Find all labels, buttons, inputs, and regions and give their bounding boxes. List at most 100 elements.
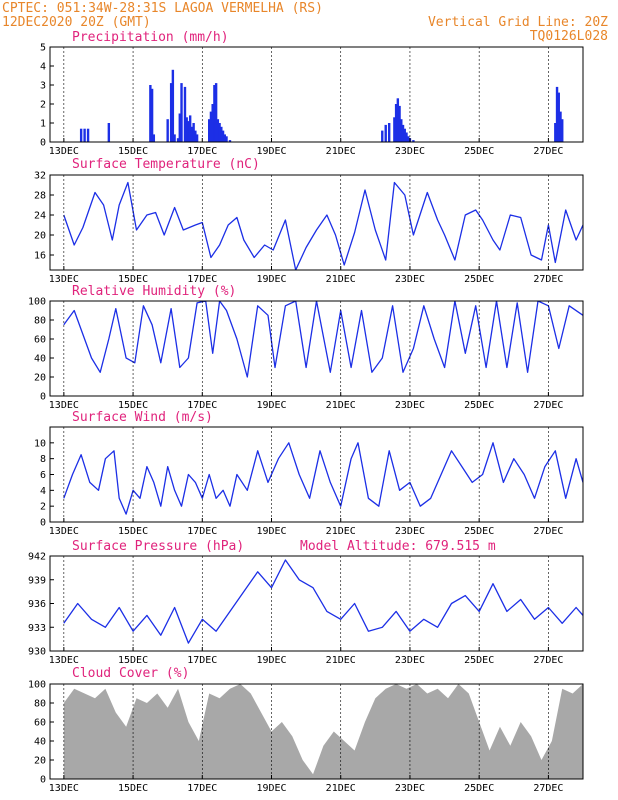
precip-bar	[223, 134, 226, 142]
header-model-code: TQ0126L028	[530, 29, 608, 44]
y-tick-label: 40	[34, 737, 46, 748]
panel-title: Relative Humidity (%)	[72, 284, 236, 299]
x-tick-label: 19DEC	[256, 146, 286, 157]
precip-bar	[169, 83, 173, 142]
data-layer	[63, 442, 583, 515]
x-tick-label: 17DEC	[187, 526, 217, 537]
precip-bar	[384, 124, 387, 142]
x-tick-label: 15DEC	[118, 146, 148, 157]
precip-bar	[398, 105, 401, 142]
x-tick-label: 15DEC	[118, 783, 148, 794]
x-tick-label: 15DEC	[118, 274, 148, 285]
precip-bar	[387, 123, 391, 142]
x-tick-label: 23DEC	[395, 146, 425, 157]
x-tick-label: 23DEC	[395, 400, 425, 411]
header-line1: CPTEC: 051:34W-28:31S LAGOA VERMELHA (RS…	[2, 1, 323, 16]
series-line	[63, 301, 583, 378]
precip-bar	[185, 117, 188, 142]
x-tick-label: 23DEC	[395, 274, 425, 285]
x-tick-label: 13DEC	[49, 783, 79, 794]
x-tick-label: 25DEC	[464, 655, 494, 666]
y-tick-label: 16	[34, 251, 46, 262]
data-layer	[63, 684, 583, 779]
x-tick-label: 27DEC	[533, 146, 563, 157]
panel-1: Precipitation (mm/h) 0 1 2 3 4 5 13DEC 15DEC 17DE…	[40, 30, 584, 157]
x-tick-label: 27DEC	[533, 783, 563, 794]
panel-frame	[49, 300, 584, 397]
precip-bar	[166, 119, 169, 142]
y-tick-label: 100	[28, 680, 46, 691]
precip-bar	[401, 124, 405, 142]
y-tick-label: 8	[40, 454, 46, 465]
panel-title: Precipitation (mm/h)	[72, 30, 229, 45]
x-tick-label: 19DEC	[256, 400, 286, 411]
x-tick-label: 19DEC	[256, 274, 286, 285]
precip-bar	[403, 128, 406, 142]
precip-bar	[561, 119, 564, 142]
panel-5: Surface Pressure (hPa) Model Altitude: 67…	[28, 539, 584, 666]
x-tick-label: 19DEC	[256, 783, 286, 794]
precip-bar	[171, 69, 175, 142]
x-tick-label: 23DEC	[395, 655, 425, 666]
y-tick-label: 2	[40, 502, 46, 513]
precip-bar	[192, 123, 195, 142]
y-tick-label: 2	[40, 100, 46, 111]
x-tick-label: 21DEC	[326, 526, 356, 537]
precip-bar	[559, 111, 562, 142]
y-tick-label: 40	[34, 354, 46, 365]
x-tick-label: 27DEC	[533, 655, 563, 666]
panel-title: Surface Wind (m/s)	[72, 410, 213, 425]
precip-bar	[557, 92, 560, 142]
y-tick-label: 24	[34, 211, 46, 222]
x-tick-label: 23DEC	[395, 783, 425, 794]
precip-bar	[150, 88, 154, 142]
precip-bar	[187, 121, 190, 142]
precip-bar	[221, 130, 225, 142]
precip-bar	[178, 113, 181, 142]
y-tick-label: 1	[40, 119, 46, 130]
precip-bar	[86, 128, 90, 142]
precip-bar	[220, 126, 223, 142]
y-tick-label: 936	[28, 599, 46, 610]
y-tick-label: 28	[34, 191, 46, 202]
precip-bar	[412, 140, 415, 142]
x-tick-label: 19DEC	[256, 526, 286, 537]
x-tick-label: 17DEC	[187, 274, 217, 285]
precip-bar	[152, 134, 156, 142]
y-tick-label: 6	[40, 470, 46, 481]
panel-title: Surface Pressure (hPa)	[72, 539, 244, 554]
series-line	[63, 181, 583, 270]
y-tick-label: 80	[34, 316, 46, 327]
precip-bar	[209, 111, 213, 142]
y-tick-label: 5	[40, 43, 46, 54]
precip-bar	[213, 85, 216, 142]
precip-bar	[83, 128, 86, 142]
precip-bar	[407, 136, 410, 142]
precip-bar	[183, 86, 187, 142]
precip-bar	[400, 119, 403, 142]
x-tick-label: 21DEC	[326, 783, 356, 794]
panel-title: Surface Temperature (nC)	[72, 157, 260, 172]
x-tick-label: 25DEC	[464, 783, 494, 794]
panel-frame	[49, 174, 584, 271]
precip-bar	[211, 104, 214, 142]
y-tick-label: 3	[40, 81, 46, 92]
y-tick-label: 100	[28, 297, 46, 308]
header-grid-note: Vertical Grid Line: 20Z	[428, 15, 608, 30]
precip-bar	[79, 128, 83, 142]
precip-bar	[555, 86, 559, 142]
cloud-area	[63, 684, 583, 779]
x-tick-label: 27DEC	[533, 400, 563, 411]
x-tick-label: 13DEC	[49, 146, 79, 157]
x-tick-label: 27DEC	[533, 526, 563, 537]
data-layer	[79, 69, 564, 142]
precip-bar	[381, 130, 384, 142]
x-tick-label: 17DEC	[187, 655, 217, 666]
x-tick-label: 21DEC	[326, 274, 356, 285]
precip-bar	[393, 117, 396, 142]
precip-bar	[394, 104, 398, 142]
x-tick-label: 17DEC	[187, 400, 217, 411]
precip-bar	[173, 134, 176, 142]
precip-bar	[405, 132, 408, 142]
